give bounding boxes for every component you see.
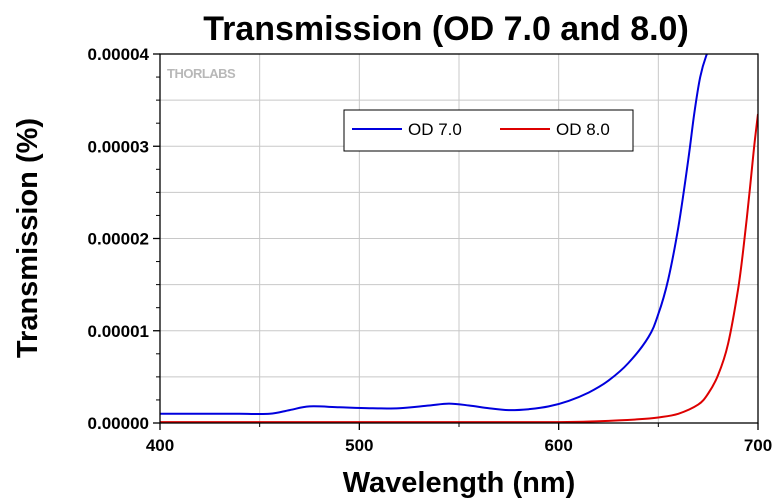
y-tick-label: 0.00002 — [88, 230, 149, 249]
series-line-od7 — [160, 54, 709, 416]
legend: OD 7.0 OD 8.0 — [343, 109, 634, 152]
x-axis-label: Wavelength (nm) — [343, 467, 576, 499]
y-tick-label: 0.00001 — [88, 322, 149, 341]
x-tick-label: 400 — [146, 436, 174, 455]
series-line-od8 — [160, 113, 758, 423]
y-tick-label: 0.00000 — [88, 414, 149, 433]
watermark: THORLABS — [167, 66, 236, 81]
x-tick-label: 600 — [544, 436, 572, 455]
y-axis-label: Transmission (%) — [12, 118, 44, 358]
legend-label-od7: OD 7.0 — [408, 120, 462, 139]
x-tick-label: 700 — [744, 436, 772, 455]
y-tick-label: 0.00004 — [88, 45, 150, 64]
grid — [160, 54, 758, 423]
legend-box — [343, 109, 634, 152]
axis-ticks: 400 500 600 700 0.00000 0.00001 0.00002 0.00003… — [88, 45, 773, 455]
chart-title: Transmission (OD 7.0 and 8.0) — [203, 10, 689, 48]
x-tick-label: 500 — [345, 436, 373, 455]
legend-label-od8: OD 8.0 — [556, 120, 610, 139]
y-tick-label: 0.00003 — [88, 137, 149, 156]
series-layer — [160, 54, 758, 423]
